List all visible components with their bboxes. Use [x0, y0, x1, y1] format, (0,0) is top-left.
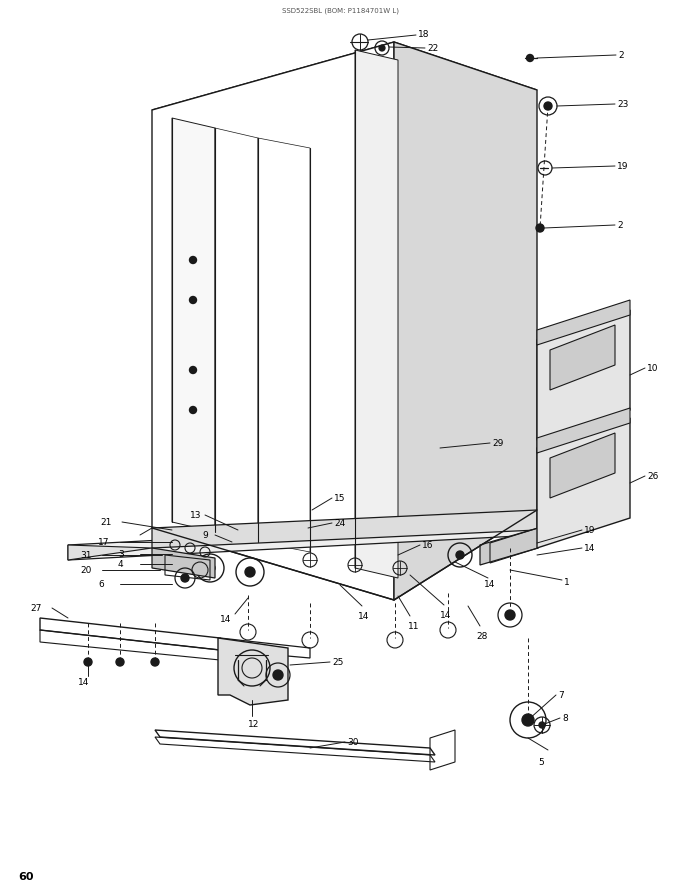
Text: 19: 19 [617, 162, 628, 171]
Circle shape [526, 54, 534, 62]
Text: 3: 3 [118, 550, 124, 559]
Circle shape [190, 296, 197, 304]
Text: 16: 16 [422, 541, 434, 550]
Polygon shape [152, 42, 394, 600]
Text: 27: 27 [30, 604, 41, 613]
Text: 1: 1 [564, 578, 570, 587]
Circle shape [116, 658, 124, 666]
Circle shape [151, 658, 159, 666]
Text: 26: 26 [647, 472, 658, 481]
Polygon shape [218, 638, 288, 705]
Text: 4: 4 [118, 560, 124, 569]
Polygon shape [152, 510, 537, 548]
Circle shape [273, 670, 283, 680]
Text: 29: 29 [492, 439, 503, 448]
Text: 28: 28 [476, 632, 488, 641]
Polygon shape [258, 138, 310, 552]
Polygon shape [537, 300, 630, 345]
Circle shape [456, 551, 464, 559]
Text: 13: 13 [190, 511, 201, 520]
Circle shape [181, 574, 189, 582]
Text: 17: 17 [98, 538, 109, 547]
Circle shape [190, 406, 197, 413]
Text: 20: 20 [80, 566, 91, 575]
Polygon shape [152, 548, 215, 578]
Text: 11: 11 [408, 622, 420, 631]
Text: 24: 24 [334, 519, 345, 528]
Circle shape [205, 563, 215, 573]
Text: 10: 10 [647, 364, 658, 373]
Circle shape [84, 658, 92, 666]
Polygon shape [550, 325, 615, 390]
Text: 14: 14 [584, 544, 596, 553]
Circle shape [536, 224, 544, 232]
Text: 14: 14 [358, 612, 369, 621]
Text: 19: 19 [584, 526, 596, 535]
Text: 9: 9 [202, 531, 208, 540]
Text: SSD522SBL (BOM: P1184701W L): SSD522SBL (BOM: P1184701W L) [282, 8, 398, 14]
Text: 14: 14 [78, 678, 89, 687]
Text: 14: 14 [440, 611, 452, 620]
Polygon shape [394, 42, 537, 600]
Polygon shape [550, 433, 615, 498]
Text: 31: 31 [80, 551, 92, 560]
Text: 60: 60 [18, 872, 33, 882]
Polygon shape [68, 520, 537, 560]
Polygon shape [537, 418, 630, 548]
Circle shape [190, 366, 197, 373]
Circle shape [522, 714, 534, 726]
Polygon shape [537, 408, 630, 453]
Polygon shape [480, 528, 538, 565]
Circle shape [539, 722, 545, 728]
Polygon shape [537, 310, 630, 440]
Text: 14: 14 [220, 615, 231, 624]
Text: 30: 30 [347, 738, 358, 747]
Circle shape [190, 256, 197, 263]
Text: 15: 15 [334, 494, 345, 503]
Polygon shape [152, 42, 537, 158]
Text: 7: 7 [558, 691, 564, 700]
Text: 2: 2 [618, 51, 624, 60]
Text: 8: 8 [562, 714, 568, 723]
Polygon shape [68, 545, 152, 560]
Text: 22: 22 [427, 44, 438, 53]
Text: 2: 2 [617, 221, 623, 230]
Text: 12: 12 [248, 720, 259, 729]
Polygon shape [355, 50, 398, 578]
Text: 23: 23 [617, 100, 628, 109]
Circle shape [379, 45, 385, 51]
Text: 25: 25 [332, 658, 343, 667]
Text: 18: 18 [418, 30, 430, 39]
Text: 5: 5 [538, 758, 544, 767]
Circle shape [245, 567, 255, 577]
Text: 6: 6 [98, 580, 104, 589]
Text: 21: 21 [100, 518, 112, 527]
Text: 14: 14 [484, 580, 495, 589]
Circle shape [505, 610, 515, 620]
Circle shape [544, 102, 552, 110]
Polygon shape [172, 118, 215, 532]
Polygon shape [215, 128, 258, 542]
